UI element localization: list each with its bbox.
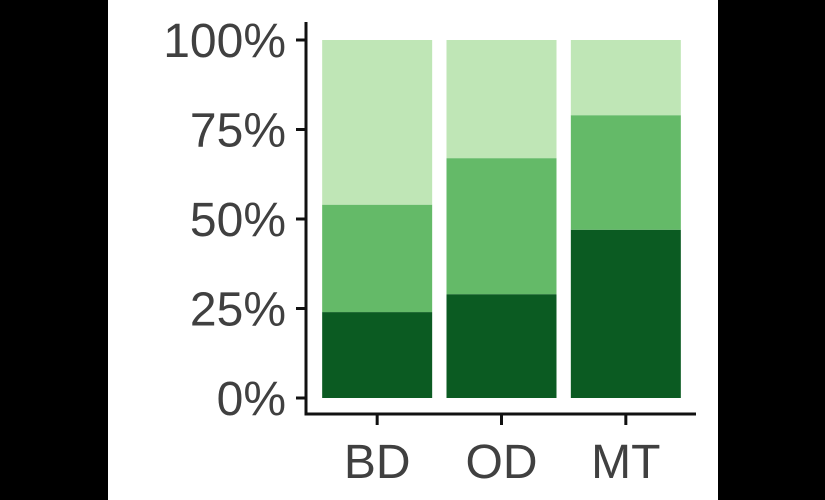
bar-segment-bd-1 [322,312,433,398]
y-tick-label: 25% [190,284,286,337]
bar-segment-od-2 [446,158,557,295]
bar-segment-mt-2 [570,115,681,230]
y-tick-label: 100% [163,15,286,68]
y-tick-label: 0% [217,373,286,426]
bar-segment-bd-2 [322,204,433,313]
bar-segment-mt-3 [570,40,681,116]
bar-segment-od-3 [446,40,557,159]
bar-segment-mt-1 [570,229,681,398]
bar-segment-od-1 [446,294,557,398]
stacked-bar-chart: 0% 25% 50% 75% 100% BD OD MT [163,15,696,489]
x-tick-label-od: OD [466,436,538,489]
x-tick-label-mt: MT [591,436,660,489]
y-tick-label: 50% [190,194,286,247]
chart-canvas: 0% 25% 50% 75% 100% BD OD MT [108,0,718,500]
y-tick-label: 75% [190,105,286,158]
y-axis: 0% 25% 50% 75% 100% [163,15,308,426]
x-axis: BD OD MT [304,412,696,489]
bar-segment-bd-3 [322,40,433,205]
bars-group [322,40,681,398]
x-tick-label-bd: BD [344,436,411,489]
